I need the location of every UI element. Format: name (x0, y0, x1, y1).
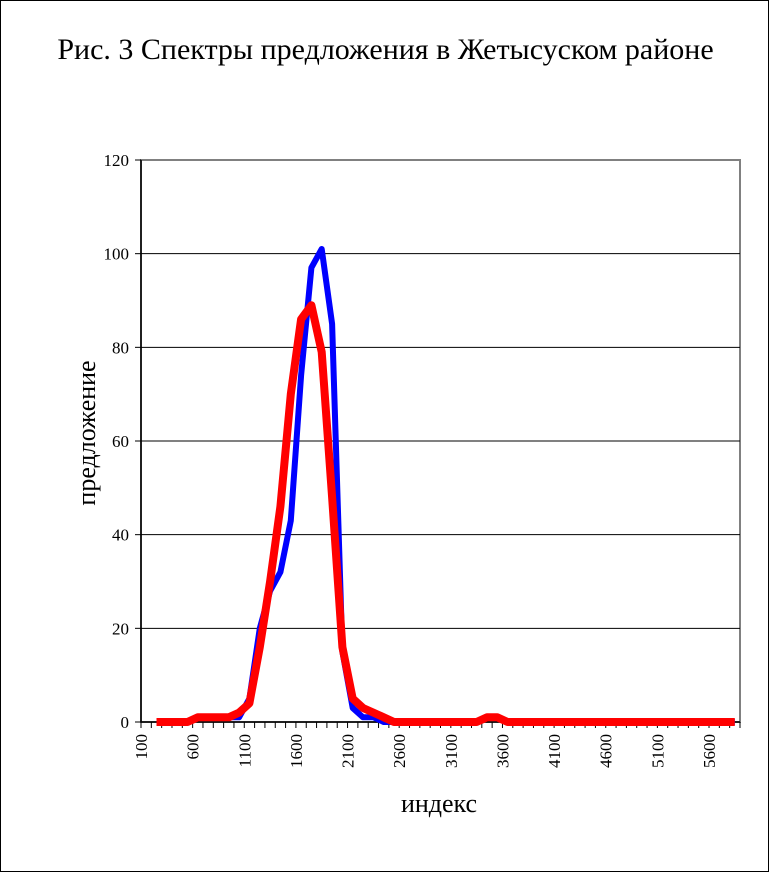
x-tick-label: 100 (132, 734, 151, 760)
y-tick-label: 120 (104, 151, 130, 170)
chart-title: Рис. 3 Спектры предложения в Жетысуском … (57, 33, 714, 66)
x-tick-label: 2100 (339, 734, 358, 768)
y-tick-label: 40 (112, 526, 129, 545)
x-tick-label: 5600 (700, 734, 719, 768)
series-line-1 (156, 246, 735, 725)
x-tick-label: 3600 (493, 734, 512, 768)
x-tick-label: 4600 (597, 734, 616, 768)
x-tick-label: 4100 (545, 734, 564, 768)
y-tick-label: 20 (112, 619, 129, 638)
x-axis-label: индекс (401, 789, 477, 818)
x-tick-label: 1100 (235, 734, 254, 767)
y-tick-label: 60 (112, 432, 129, 451)
y-axis-label: предложение (72, 360, 101, 505)
x-tick-label: 2600 (390, 734, 409, 768)
series-line-2 (156, 301, 735, 726)
x-tick-label: 3100 (442, 734, 461, 768)
x-tick-label: 600 (184, 734, 203, 760)
y-tick-label: 100 (104, 245, 130, 264)
y-tick-label: 80 (112, 338, 129, 357)
x-tick-label: 1600 (287, 734, 306, 768)
y-tick-label: 0 (121, 713, 130, 732)
x-tick-label: 5100 (648, 734, 667, 768)
